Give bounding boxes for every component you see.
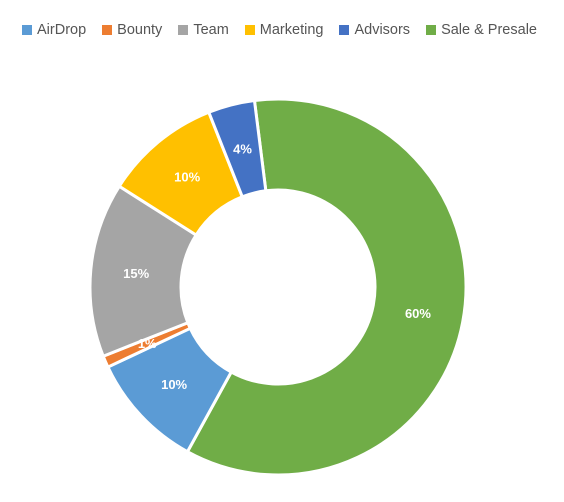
legend-swatch bbox=[102, 25, 113, 35]
legend-item-team: Team bbox=[178, 22, 229, 38]
legend-label: Sale & Presale bbox=[441, 22, 537, 38]
chart-legend: AirDrop Bounty Team Marketing Advisors Sale &… bbox=[22, 22, 537, 38]
legend-item-advisors: Advisors bbox=[339, 22, 410, 38]
data-label-advisors: 4% bbox=[233, 141, 252, 156]
slice-advisors bbox=[207, 98, 268, 199]
legend-swatch bbox=[426, 25, 437, 35]
donut-slices bbox=[88, 97, 468, 477]
data-label-team: 15% bbox=[123, 266, 149, 281]
data-label-bounty: 1% bbox=[138, 336, 157, 351]
legend-label: AirDrop bbox=[37, 22, 87, 38]
legend-label: Advisors bbox=[354, 22, 411, 38]
legend-label: Marketing bbox=[259, 22, 324, 38]
legend-label: Bounty bbox=[117, 22, 163, 38]
legend-item-marketing: Marketing bbox=[244, 22, 324, 38]
legend-swatch bbox=[244, 25, 255, 35]
legend-label: Team bbox=[193, 22, 229, 38]
legend-item-airdrop: AirDrop bbox=[22, 22, 86, 38]
slice-sale-and-presale bbox=[185, 97, 468, 477]
slice-labels: 60% 10% 1% 15% 10% 4% bbox=[123, 141, 431, 392]
legend-swatch bbox=[339, 25, 350, 35]
legend-swatch bbox=[178, 25, 189, 35]
legend-item-sale-and-presale: Sale & Presale bbox=[426, 22, 537, 38]
legend-item-bounty: Bounty bbox=[102, 22, 162, 38]
legend-swatch bbox=[22, 25, 32, 35]
data-label-sale-and-presale: 60% bbox=[405, 306, 431, 321]
data-label-airdrop: 10% bbox=[161, 377, 187, 392]
data-label-marketing: 10% bbox=[174, 170, 200, 185]
